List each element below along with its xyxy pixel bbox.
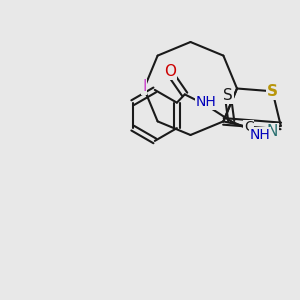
- Text: O: O: [164, 64, 176, 80]
- Text: S: S: [267, 84, 278, 99]
- Text: N: N: [267, 124, 278, 139]
- Text: C: C: [244, 120, 254, 134]
- Text: S: S: [224, 88, 233, 104]
- Text: NH: NH: [195, 95, 216, 109]
- Text: I: I: [142, 80, 146, 94]
- Text: NH: NH: [249, 128, 270, 142]
